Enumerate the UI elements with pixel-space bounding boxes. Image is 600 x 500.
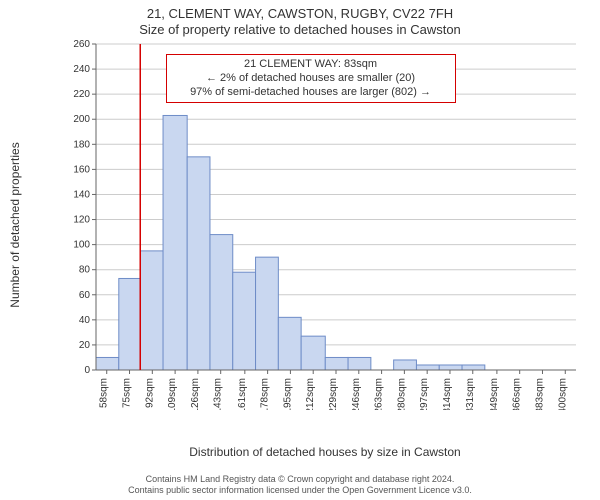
svg-text:383sqm: 383sqm <box>534 378 545 410</box>
svg-text:366sqm: 366sqm <box>512 378 523 410</box>
svg-text:263sqm: 263sqm <box>374 378 385 410</box>
svg-text:212sqm: 212sqm <box>305 378 316 410</box>
attribution-footer: Contains HM Land Registry data © Crown c… <box>0 474 600 497</box>
svg-text:0: 0 <box>84 365 90 376</box>
annotation-line1: 21 CLEMENT WAY: 83sqm <box>173 58 449 72</box>
footer-line1: Contains HM Land Registry data © Crown c… <box>0 474 600 485</box>
svg-text:200: 200 <box>73 114 90 125</box>
svg-text:140: 140 <box>73 189 90 200</box>
svg-text:240: 240 <box>73 64 90 75</box>
svg-text:331sqm: 331sqm <box>465 378 476 410</box>
svg-text:180: 180 <box>73 139 90 150</box>
svg-text:314sqm: 314sqm <box>442 378 453 410</box>
svg-text:178sqm: 178sqm <box>260 378 271 410</box>
svg-text:400sqm: 400sqm <box>557 378 568 410</box>
svg-text:20: 20 <box>79 340 91 351</box>
property-annotation: 21 CLEMENT WAY: 83sqm ← 2% of detached h… <box>166 54 456 103</box>
svg-text:161sqm: 161sqm <box>237 378 248 410</box>
svg-text:75sqm: 75sqm <box>122 378 133 408</box>
svg-text:229sqm: 229sqm <box>328 378 339 410</box>
svg-text:40: 40 <box>79 315 91 326</box>
svg-text:349sqm: 349sqm <box>489 378 500 410</box>
svg-text:297sqm: 297sqm <box>419 378 430 410</box>
svg-text:220: 220 <box>73 89 90 100</box>
svg-text:246sqm: 246sqm <box>351 378 362 410</box>
x-axis-label: Distribution of detached houses by size … <box>70 445 580 459</box>
svg-text:92sqm: 92sqm <box>144 378 155 408</box>
svg-text:280sqm: 280sqm <box>396 378 407 410</box>
svg-text:100: 100 <box>73 240 90 251</box>
svg-text:260: 260 <box>73 40 90 50</box>
plot-area: 0 20 40 60 80 100 120 140 160 180 200 220 240 260 58sq… <box>70 40 580 410</box>
svg-text:126sqm: 126sqm <box>190 378 201 410</box>
footer-line2: Contains public sector information licen… <box>0 485 600 496</box>
svg-text:120: 120 <box>73 215 90 226</box>
page-root: 21, CLEMENT WAY, CAWSTON, RUGBY, CV22 7F… <box>0 0 600 500</box>
svg-text:58sqm: 58sqm <box>99 378 110 408</box>
svg-text:143sqm: 143sqm <box>213 378 224 410</box>
y-axis-label: Number of detached properties <box>8 40 28 410</box>
annotation-line2: ← 2% of detached houses are smaller (20) <box>173 72 449 86</box>
svg-text:60: 60 <box>79 290 91 301</box>
svg-text:160: 160 <box>73 164 90 175</box>
chart-title-line1: 21, CLEMENT WAY, CAWSTON, RUGBY, CV22 7F… <box>0 6 600 21</box>
svg-text:80: 80 <box>79 265 91 276</box>
svg-text:109sqm: 109sqm <box>167 378 178 410</box>
svg-text:195sqm: 195sqm <box>282 378 293 410</box>
chart-title-line2: Size of property relative to detached ho… <box>0 22 600 37</box>
annotation-line3: 97% of semi-detached houses are larger (… <box>173 86 449 100</box>
